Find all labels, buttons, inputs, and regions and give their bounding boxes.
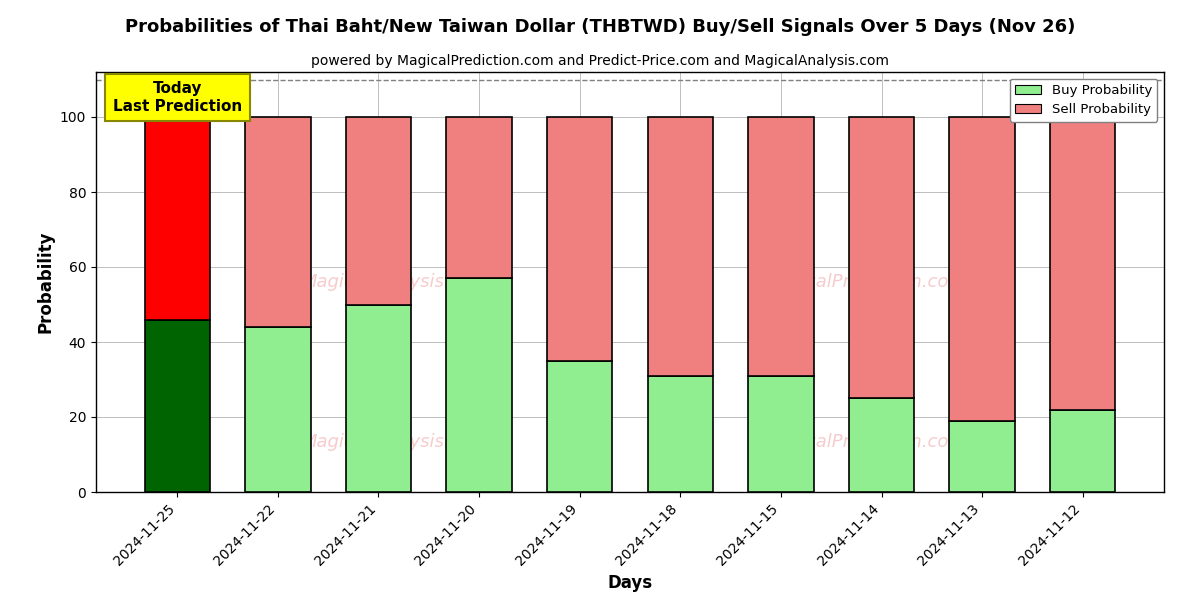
Text: MagicalAnalysis.com: MagicalAnalysis.com — [301, 273, 488, 291]
Bar — [848, 117, 914, 398]
Bar — [648, 376, 713, 492]
Bar — [749, 117, 814, 376]
Bar — [648, 117, 713, 376]
Bar — [245, 117, 311, 327]
Bar — [1050, 117, 1116, 409]
Bar — [1050, 409, 1116, 492]
Text: MagicalPrediction.com: MagicalPrediction.com — [763, 433, 966, 451]
Y-axis label: Probability: Probability — [36, 231, 54, 333]
Bar — [346, 304, 412, 492]
Bar — [749, 376, 814, 492]
Bar — [446, 117, 511, 278]
Bar — [547, 361, 612, 492]
Bar — [144, 117, 210, 319]
Bar — [245, 327, 311, 492]
Bar — [346, 117, 412, 304]
Bar — [144, 319, 210, 492]
Bar — [848, 398, 914, 492]
Bar — [949, 117, 1015, 421]
Legend: Buy Probability, Sell Probability: Buy Probability, Sell Probability — [1009, 79, 1158, 122]
Text: MagicalPrediction.com: MagicalPrediction.com — [763, 273, 966, 291]
Bar — [446, 278, 511, 492]
X-axis label: Days: Days — [607, 574, 653, 592]
Bar — [949, 421, 1015, 492]
Text: Today
Last Prediction: Today Last Prediction — [113, 82, 242, 114]
Text: powered by MagicalPrediction.com and Predict-Price.com and MagicalAnalysis.com: powered by MagicalPrediction.com and Pre… — [311, 54, 889, 68]
Text: MagicalAnalysis.com: MagicalAnalysis.com — [301, 433, 488, 451]
Text: Probabilities of Thai Baht/New Taiwan Dollar (THBTWD) Buy/Sell Signals Over 5 Da: Probabilities of Thai Baht/New Taiwan Do… — [125, 18, 1075, 36]
Bar — [547, 117, 612, 361]
